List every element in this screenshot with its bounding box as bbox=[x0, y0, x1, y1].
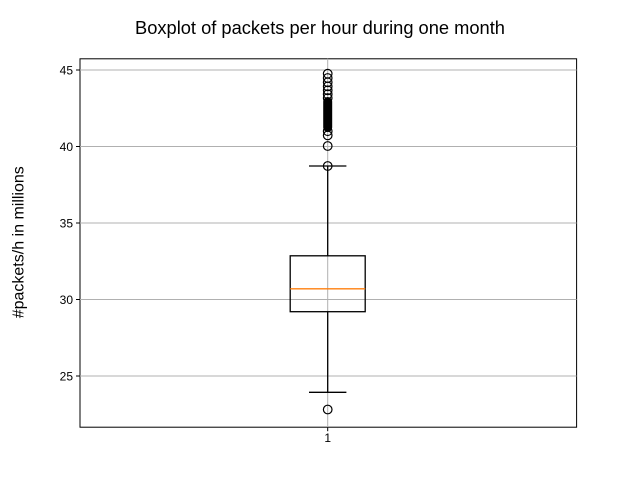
svg-text:35: 35 bbox=[60, 216, 74, 230]
svg-text:Boxplot of packets per hour du: Boxplot of packets per hour during one m… bbox=[135, 17, 505, 38]
svg-text:1: 1 bbox=[324, 431, 331, 445]
svg-text:#packets/h in millions: #packets/h in millions bbox=[11, 166, 28, 318]
svg-text:30: 30 bbox=[60, 293, 74, 307]
svg-text:40: 40 bbox=[60, 140, 74, 154]
svg-text:25: 25 bbox=[60, 369, 74, 383]
svg-text:45: 45 bbox=[60, 63, 74, 77]
